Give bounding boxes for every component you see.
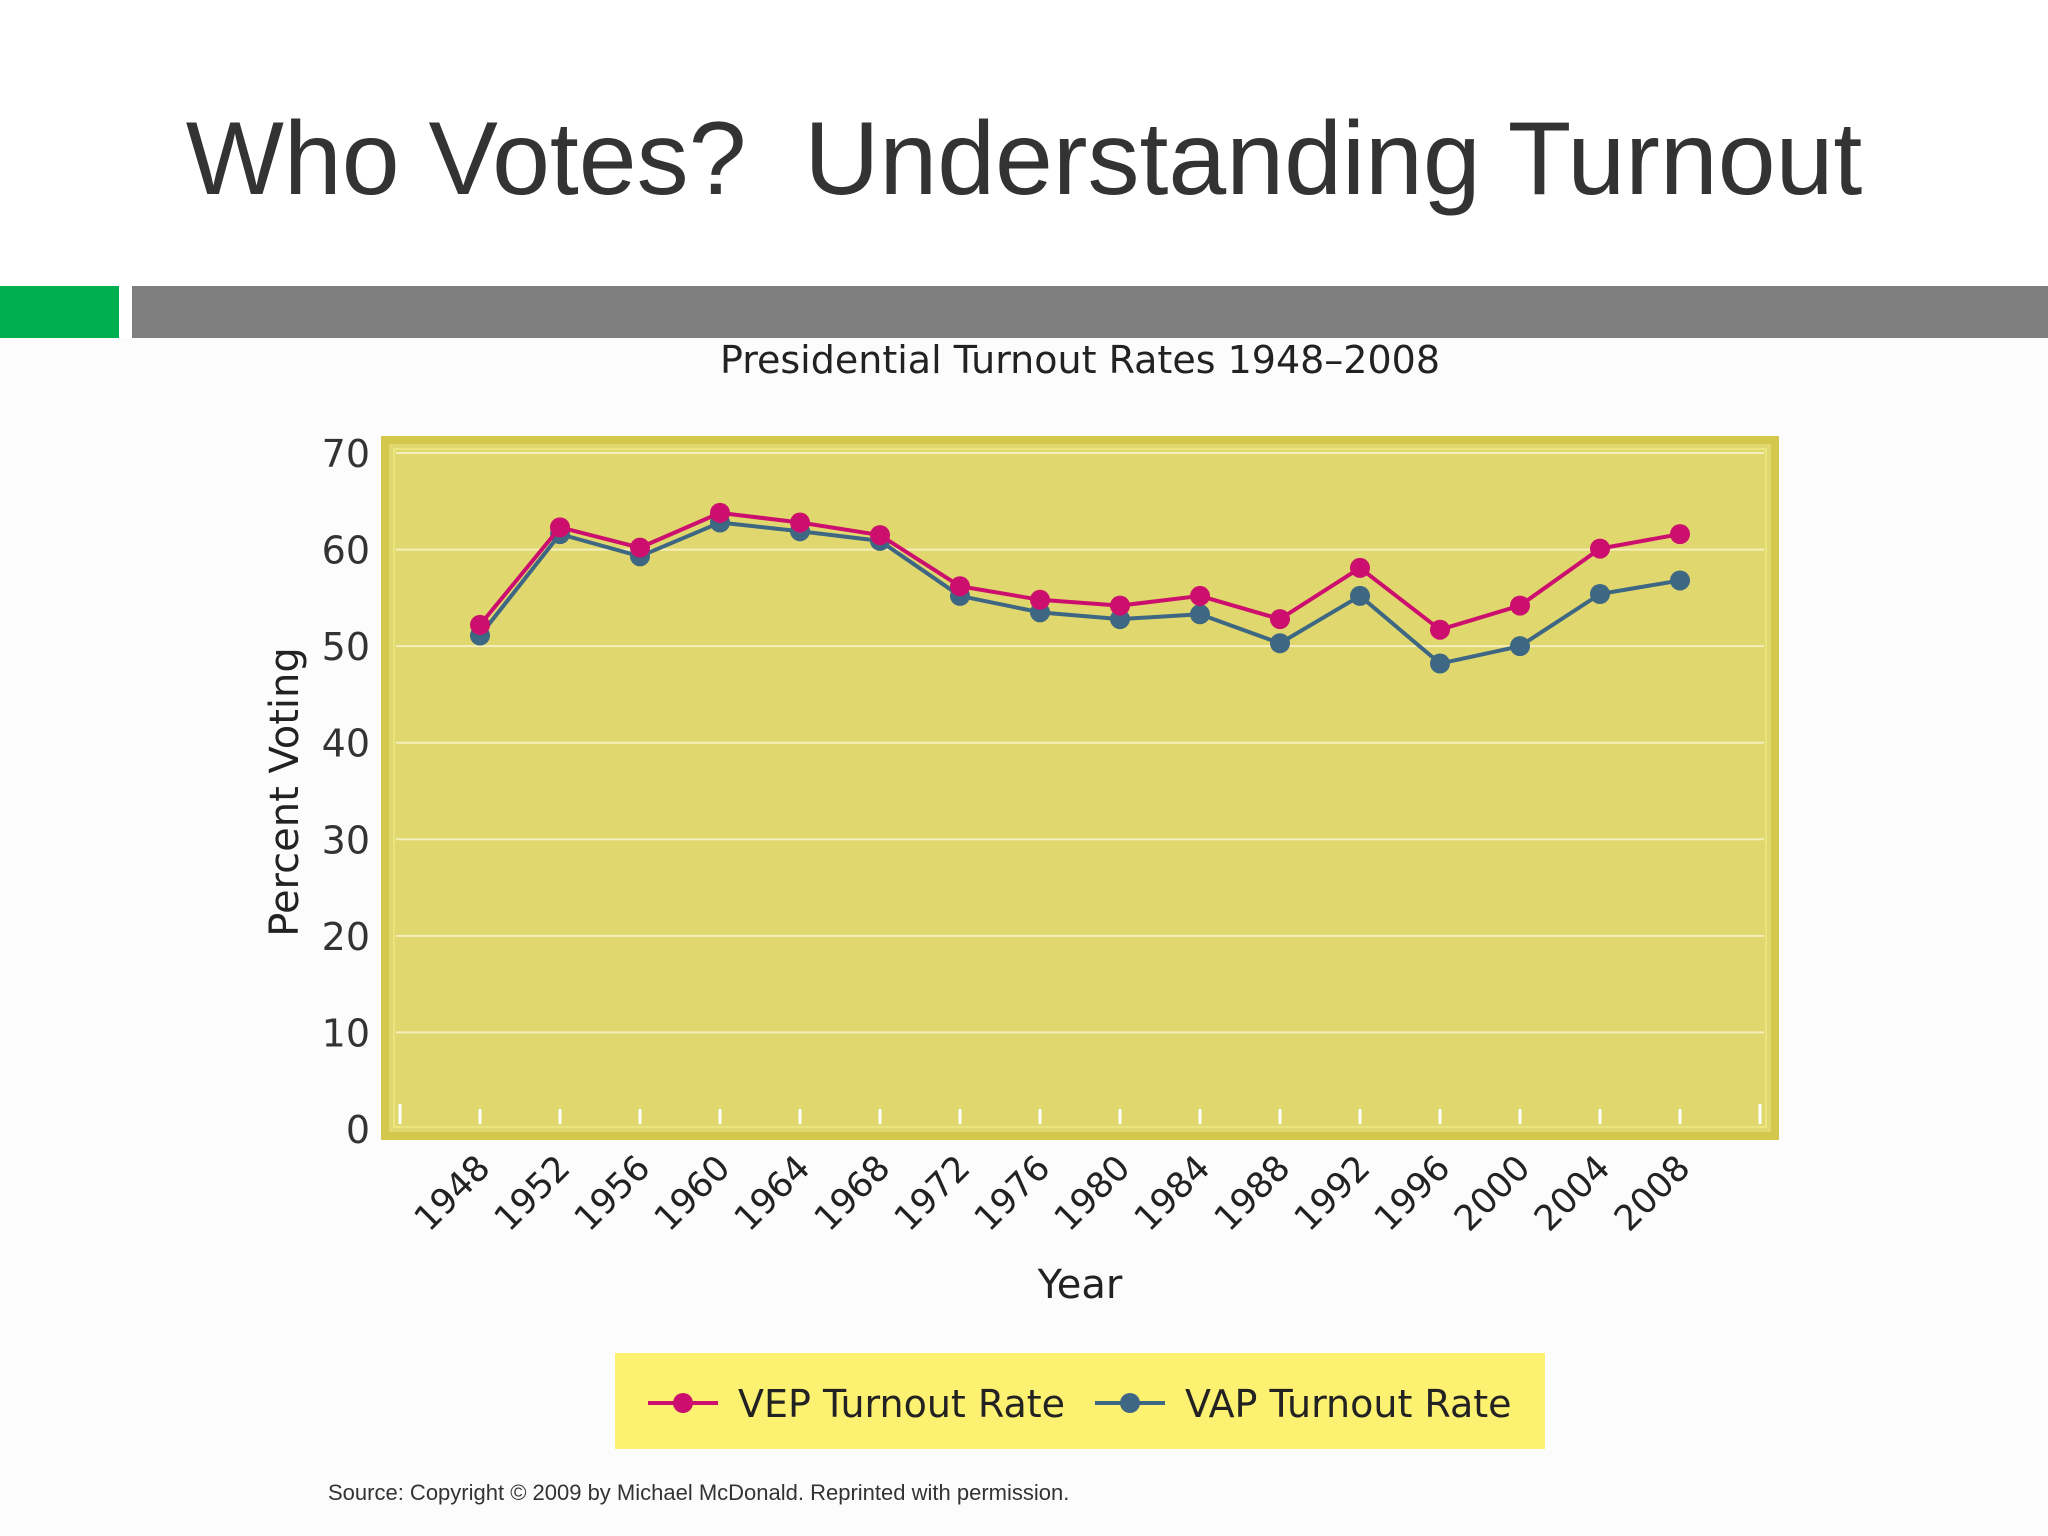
- x-tick-label-2000: 2000: [1447, 1148, 1538, 1239]
- y-tick-label-0: 0: [346, 1108, 370, 1152]
- legend-vap-label: VAP Turnout Rate: [1185, 1382, 1512, 1426]
- point-vep-2008: [1670, 524, 1690, 545]
- accent-bar-gray: [132, 286, 2048, 338]
- point-vep-1988: [1270, 609, 1290, 630]
- x-tick-labels: 1948195219561960196419681972197619801984…: [407, 1148, 1698, 1239]
- point-vep-2004: [1590, 538, 1610, 559]
- series-layer: [470, 502, 1690, 674]
- point-vap-2004: [1590, 583, 1610, 604]
- y-tick-label-20: 20: [322, 915, 370, 959]
- y-tick-label-50: 50: [322, 625, 370, 669]
- point-vep-1948: [470, 614, 490, 635]
- point-vep-1984: [1190, 585, 1210, 606]
- plot-area: [381, 436, 1779, 1140]
- point-vep-1956: [630, 537, 650, 558]
- point-vap-1984: [1190, 604, 1210, 625]
- point-vep-1996: [1430, 619, 1450, 640]
- x-tick-marks: [398, 1104, 1762, 1124]
- x-tick-label-1972: 1972: [887, 1148, 978, 1239]
- turnout-chart: Presidential Turnout Rates 1948–2008 0 10…: [262, 338, 1779, 1449]
- x-tick-label-1952: 1952: [487, 1148, 578, 1239]
- chart-title: Presidential Turnout Rates 1948–2008: [720, 338, 1440, 382]
- x-tick-label-1960: 1960: [647, 1148, 738, 1239]
- x-tick-label-1964: 1964: [727, 1148, 818, 1239]
- plot-area-inner-border: [393, 448, 1767, 1128]
- x-tick-label-1956: 1956: [567, 1148, 658, 1239]
- source-note: Source: Copyright © 2009 by Michael McDo…: [328, 1480, 1070, 1505]
- point-vap-1992: [1350, 585, 1370, 606]
- x-tick-label-1996: 1996: [1367, 1148, 1458, 1239]
- point-vep-1960: [710, 502, 730, 523]
- point-vep-1968: [870, 525, 890, 546]
- point-vep-1972: [950, 576, 970, 597]
- x-tick-label-1968: 1968: [807, 1148, 898, 1239]
- accent-bar-green: [0, 286, 119, 338]
- y-tick-label-30: 30: [322, 818, 370, 862]
- point-vep-1976: [1030, 589, 1050, 610]
- legend-vep-marker: [673, 1393, 693, 1413]
- point-vap-2008: [1670, 570, 1690, 591]
- x-tick-label-1976: 1976: [967, 1148, 1058, 1239]
- point-vap-2000: [1510, 636, 1530, 657]
- x-tick-label-1992: 1992: [1287, 1148, 1378, 1239]
- y-tick-label-10: 10: [322, 1011, 370, 1055]
- y-tick-label-40: 40: [322, 722, 370, 766]
- x-tick-label-1984: 1984: [1127, 1148, 1218, 1239]
- point-vap-1988: [1270, 633, 1290, 654]
- point-vep-1952: [550, 517, 570, 538]
- point-vap-1996: [1430, 653, 1450, 674]
- x-axis-label: Year: [1037, 1262, 1123, 1308]
- point-vep-1964: [790, 512, 810, 533]
- x-tick-label-1948: 1948: [407, 1148, 498, 1239]
- legend-vep-label: VEP Turnout Rate: [738, 1382, 1065, 1426]
- x-tick-label-2008: 2008: [1607, 1148, 1698, 1239]
- slide-title: Who Votes? Understanding Turnout: [185, 101, 1863, 217]
- y-tick-labels: 0 10 20 30 40 50 60 70: [322, 432, 370, 1152]
- legend-box: [615, 1353, 1545, 1449]
- legend-vap-marker: [1120, 1393, 1140, 1413]
- y-axis-label: Percent Voting: [262, 647, 308, 937]
- point-vep-1980: [1110, 595, 1130, 616]
- series-line-vep: [478, 510, 1681, 632]
- chart-panel: Presidential Turnout Rates 1948–2008 0 10…: [0, 338, 2048, 1536]
- x-tick-label-1988: 1988: [1207, 1148, 1298, 1239]
- point-vep-2000: [1510, 595, 1530, 616]
- y-tick-label-70: 70: [322, 432, 370, 476]
- series-line-vap: [478, 520, 1681, 666]
- point-vep-1992: [1350, 557, 1370, 578]
- legend: VEP Turnout Rate VAP Turnout Rate: [615, 1353, 1545, 1449]
- y-tick-label-60: 60: [322, 529, 370, 573]
- gridlines: [396, 452, 1764, 1034]
- x-tick-label-1980: 1980: [1047, 1148, 1138, 1239]
- x-tick-label-2004: 2004: [1527, 1148, 1618, 1239]
